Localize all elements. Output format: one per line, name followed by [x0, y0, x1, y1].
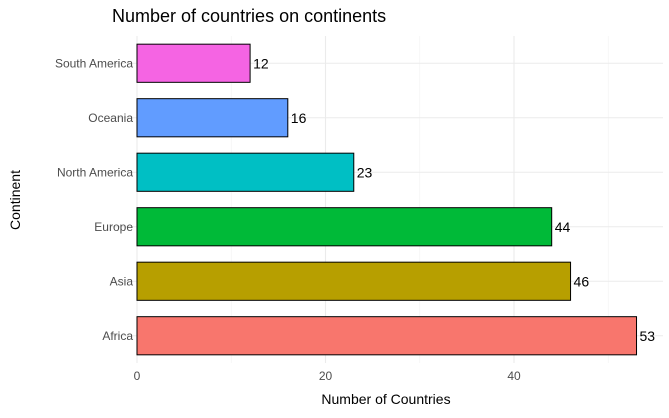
bars-layer: [136, 43, 638, 356]
data-label-north-america: 23: [357, 164, 373, 180]
ticks-layer: Africa Asia Europe North America Oceania Sout…: [55, 56, 521, 383]
x-tick-label: 40: [507, 369, 521, 383]
chart-title: Number of countries on continents: [112, 6, 386, 26]
labels-layer: 53 46 44 23 16 12: [253, 55, 655, 344]
y-tick-label-europe: Europe: [94, 220, 133, 234]
data-label-south-america: 12: [253, 55, 269, 71]
y-axis-title: Continent: [7, 170, 23, 230]
data-label-africa: 53: [640, 328, 656, 344]
bar-africa: [136, 316, 638, 356]
y-tick-label-oceania: Oceania: [88, 111, 133, 125]
bar-europe: [136, 207, 553, 247]
data-label-oceania: 16: [291, 110, 307, 126]
data-label-europe: 44: [555, 219, 571, 235]
bar-north-america: [136, 152, 355, 192]
x-tick-label: 0: [134, 369, 141, 383]
bar-oceania: [136, 98, 289, 138]
y-tick-label-asia: Asia: [110, 274, 134, 288]
data-label-asia: 46: [574, 273, 590, 289]
grid-layer: [110, 36, 663, 363]
bar-asia: [136, 261, 572, 301]
y-tick-label-south-america: South America: [55, 56, 133, 70]
x-axis-title: Number of Countries: [321, 391, 450, 407]
y-tick-label-africa: Africa: [102, 329, 133, 343]
x-tick-label: 20: [319, 369, 333, 383]
bar-south-america: [136, 43, 251, 83]
y-tick-label-north-america: North America: [57, 165, 133, 179]
